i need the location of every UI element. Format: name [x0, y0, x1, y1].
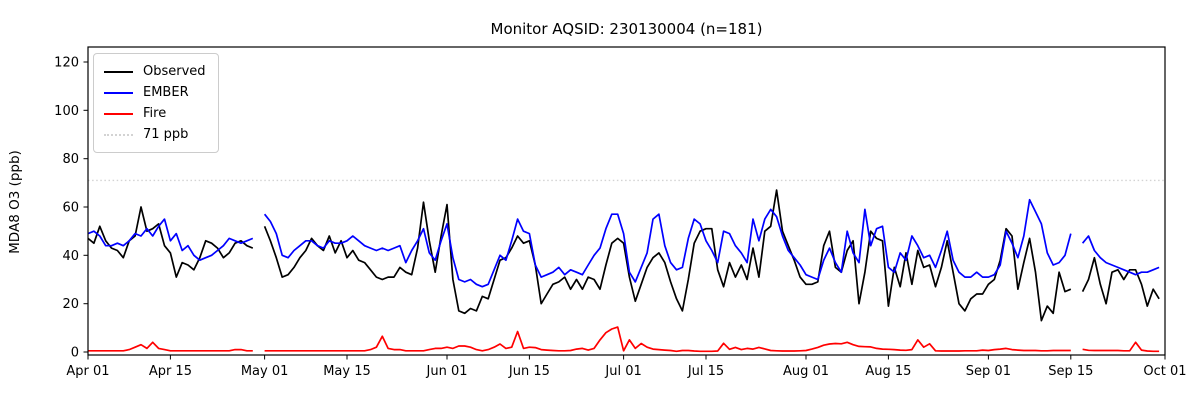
legend-line-sample [104, 112, 133, 115]
svg-text:60: 60 [62, 201, 79, 216]
svg-text:Sep 15: Sep 15 [1048, 364, 1093, 379]
fire-line [1082, 341, 1160, 353]
svg-text:Sep 01: Sep 01 [966, 364, 1011, 379]
legend-line-sample [104, 91, 133, 94]
svg-text:80: 80 [62, 152, 79, 167]
svg-text:20: 20 [62, 297, 79, 312]
legend-item-observed: Observed [104, 61, 206, 82]
svg-text:Oct 01: Oct 01 [1143, 364, 1186, 379]
observed-line [263, 189, 1072, 322]
fire-line [88, 341, 253, 352]
x-axis-ticks: Apr 01 Apr 15 May 01 May 15 Jun 01 Jun 15 Jul … [66, 355, 1187, 379]
svg-text:120: 120 [54, 56, 79, 71]
y-axis-ticks: 0 20 40 60 80 100 120 [54, 56, 88, 361]
legend-line-sample [104, 70, 133, 73]
legend: Observed EMBER Fire 71 ppb [93, 53, 219, 153]
legend-label: Observed [143, 64, 206, 79]
legend-item-71-ppb: 71 ppb [104, 124, 206, 145]
svg-text:Apr 15: Apr 15 [149, 364, 192, 379]
svg-text:May 15: May 15 [323, 364, 371, 379]
legend-label: 71 ppb [143, 127, 189, 142]
svg-text:May 01: May 01 [241, 364, 289, 379]
svg-text:40: 40 [62, 249, 79, 264]
chart-title: Monitor AQSID: 230130004 (n=181) [490, 20, 763, 38]
svg-text:Apr 01: Apr 01 [66, 364, 109, 379]
observed-line [87, 206, 254, 278]
svg-text:Aug 01: Aug 01 [783, 364, 829, 379]
svg-text:100: 100 [54, 104, 79, 119]
svg-text:Jun 01: Jun 01 [426, 364, 468, 379]
legend-item-fire: Fire [104, 103, 206, 124]
legend-item-ember: EMBER [104, 82, 206, 103]
fire-line [264, 326, 1071, 353]
svg-text:Jun 15: Jun 15 [508, 364, 550, 379]
svg-text:Aug 15: Aug 15 [865, 364, 911, 379]
y-axis-label: MDA8 O3 (ppb) [7, 150, 23, 254]
legend-label: Fire [143, 106, 167, 121]
svg-text:Jul 15: Jul 15 [687, 364, 724, 379]
ember-line [1081, 235, 1160, 276]
observed-line [1081, 256, 1160, 307]
svg-text:0: 0 [71, 346, 79, 361]
svg-text:Jul 01: Jul 01 [604, 364, 641, 379]
ember-line [87, 218, 254, 262]
plot-border [87, 46, 1166, 356]
ember-line [263, 198, 1072, 288]
legend-line-sample [104, 133, 133, 136]
legend-label: EMBER [143, 85, 189, 100]
